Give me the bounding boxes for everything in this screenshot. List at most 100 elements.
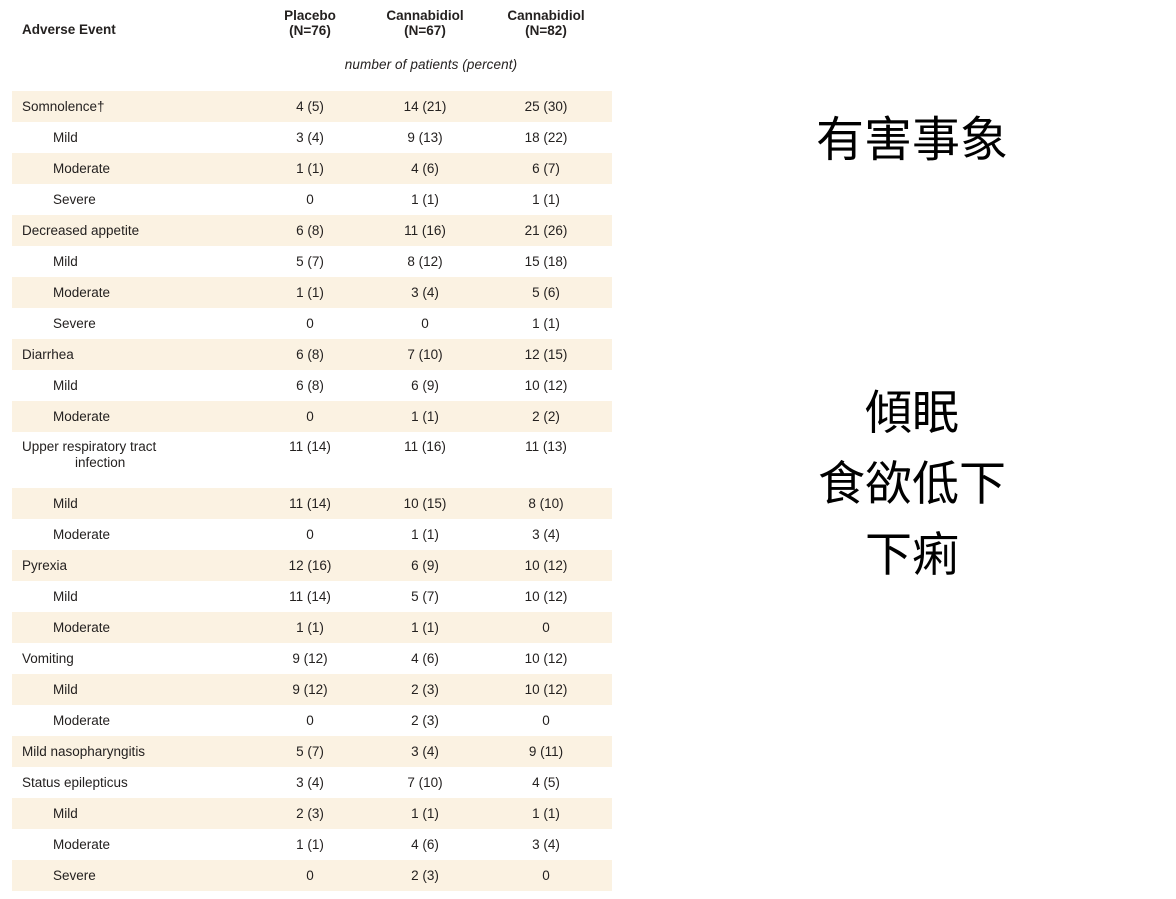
row-label: Diarrhea [22,346,74,362]
table-row: Mild 5 (7) 8 (12) 15 (18) [12,246,612,277]
row-value: 9 (12) [292,682,328,697]
column-header-cannabidiol-67-name: Cannabidiol [386,8,464,23]
annotation-diarrhea: 下痢 [865,528,959,581]
row-value: 1 (1) [532,316,560,331]
row-value: 4 (6) [411,837,439,852]
row-label: Mild [53,253,78,269]
annotation-somnolence: 傾眠 [865,386,959,439]
table-row: Mild 3 (4) 9 (13) 18 (22) [12,122,612,153]
row-value: 10 (12) [524,378,568,393]
row-label: Severe [53,867,96,883]
row-value: 3 (4) [532,837,560,852]
row-value: 2 (3) [411,713,439,728]
row-value: 1 (1) [411,620,439,635]
row-value: 14 (21) [403,99,447,114]
row-value: 0 [306,192,314,207]
annotation-decreased-appetite: 食欲低下 [818,457,1006,510]
row-value: 5 (7) [296,744,324,759]
row-label: Upper respiratory tract infection [12,432,250,471]
row-value: 9 (13) [407,130,443,145]
table-row: Mild 11 (14) 10 (15) 8 (10) [12,488,612,519]
row-value: 1 (1) [532,192,560,207]
table-row: Severe 0 2 (3) 0 [12,860,612,891]
row-label: Moderate [53,619,111,635]
units-note: number of patients (percent) [344,57,518,72]
row-value: 1 (1) [296,620,324,635]
row-value: 11 (14) [289,496,331,511]
row-value: 0 [542,868,550,883]
table-row: Mild 6 (8) 6 (9) 10 (12) [12,370,612,401]
row-value: 1 (1) [411,409,439,424]
row-value: 10 (12) [524,589,568,604]
row-value: 0 [306,527,314,542]
table-row: Decreased appetite 6 (8) 11 (16) 21 (26) [12,215,612,246]
table-row: Severe 0 0 1 (1) [12,308,612,339]
row-value: 3 (4) [296,775,324,790]
row-value: 10 (12) [524,682,568,697]
row-value: 11 (13) [525,439,567,454]
row-value: 11 (16) [404,439,446,454]
row-value: 3 (4) [411,285,439,300]
row-value: 12 (16) [288,558,332,573]
row-label: Moderate [53,836,111,852]
row-value: 10 (15) [403,496,447,511]
table-row: Mild nasopharyngitis 5 (7) 3 (4) 9 (11) [12,736,612,767]
row-label: Moderate [53,712,111,728]
table-row: Moderate 1 (1) 3 (4) 5 (6) [12,277,612,308]
row-label: Severe [53,315,96,331]
row-value: 11 (14) [289,589,331,604]
row-value: 6 (8) [296,378,324,393]
row-label: Moderate [53,526,111,542]
table-row: Severe 0 1 (1) 1 (1) [12,184,612,215]
table-row: Somnolence† 4 (5) 14 (21) 25 (30) [12,91,612,122]
table-row: Mild 11 (14) 5 (7) 10 (12) [12,581,612,612]
row-value: 0 [306,713,314,728]
row-label: Decreased appetite [22,222,140,238]
row-value: 11 (16) [404,223,446,238]
row-label: Mild nasopharyngitis [22,743,146,759]
table-row: Pyrexia 12 (16) 6 (9) 10 (12) [12,550,612,581]
row-label: Mild [53,588,78,604]
annotation-term-list: 傾眠 食欲低下 下痢 [702,377,1122,590]
row-label: Moderate [53,160,111,176]
table-row: Moderate 1 (1) 1 (1) 0 [12,612,612,643]
row-value: 1 (1) [296,837,324,852]
annotation-adverse-events: 有害事象 [815,114,1008,167]
row-label: Moderate [53,284,111,300]
table-body: Somnolence† 4 (5) 14 (21) 25 (30) Mild 3 (4) 9… [12,91,612,891]
row-value: 21 (26) [524,223,568,238]
table-row: Moderate 0 2 (3) 0 [12,705,612,736]
table-row: Upper respiratory tract infection 11 (14) 1… [12,432,612,488]
row-value: 7 (10) [407,775,443,790]
row-label: Mild [53,805,78,821]
row-label: Somnolence† [22,98,105,114]
table-row: Moderate 0 1 (1) 2 (2) [12,401,612,432]
row-value: 9 (11) [528,744,564,759]
column-header-placebo: Placebo (N=76) [250,8,370,38]
table-subheader: number of patients (percent) [12,38,612,91]
column-header-cannabidiol-82: Cannabidiol (N=82) [480,8,612,38]
row-value: 4 (6) [411,651,439,666]
adverse-events-table: Adverse Event Placebo (N=76) Cannabidiol… [12,0,612,891]
row-value: 2 (3) [411,868,439,883]
table-header: Adverse Event Placebo (N=76) Cannabidiol… [12,0,612,38]
table-row: Vomiting 9 (12) 4 (6) 10 (12) [12,643,612,674]
row-value: 4 (6) [411,161,439,176]
table-row: Status epilepticus 3 (4) 7 (10) 4 (5) [12,767,612,798]
row-value: 1 (1) [296,161,324,176]
row-value: 1 (1) [532,806,560,821]
row-label: Mild [53,495,78,511]
row-value: 8 (12) [407,254,443,269]
table-row: Moderate 1 (1) 4 (6) 3 (4) [12,829,612,860]
column-header-cannabidiol-67: Cannabidiol (N=67) [370,8,480,38]
column-header-cannabidiol-82-name: Cannabidiol [507,8,585,23]
row-value: 6 (9) [411,558,439,573]
row-value: 5 (7) [411,589,439,604]
row-value: 8 (10) [528,496,564,511]
row-value: 6 (8) [296,347,324,362]
row-value: 6 (8) [296,223,324,238]
row-value: 0 [306,316,314,331]
table-row: Moderate 0 1 (1) 3 (4) [12,519,612,550]
row-label: Mild [53,377,78,393]
row-value: 2 (3) [411,682,439,697]
